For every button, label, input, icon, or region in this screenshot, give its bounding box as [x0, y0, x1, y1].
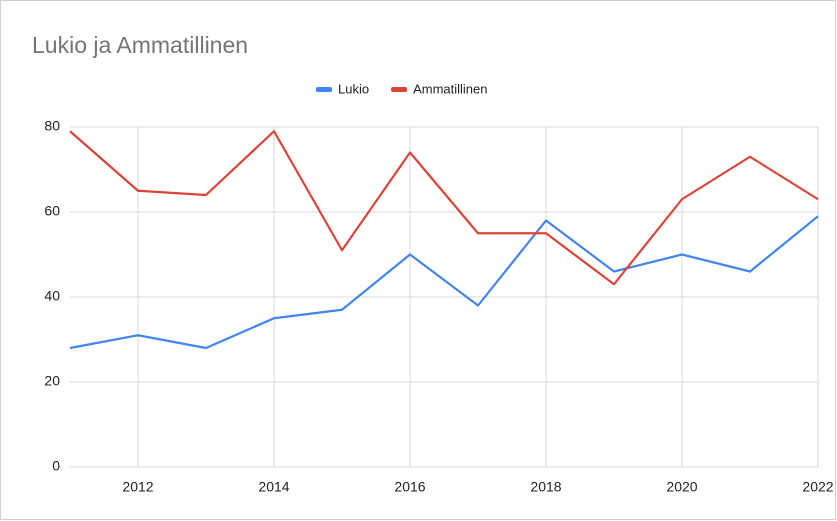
x-tick-label: 2014: [258, 479, 289, 495]
x-tick-label: 2018: [530, 479, 561, 495]
legend-swatch: [316, 87, 332, 92]
line-series: [69, 215, 819, 350]
y-tick-label: 40: [44, 288, 60, 304]
x-tick-label: 2012: [122, 479, 153, 495]
legend-swatch: [391, 87, 408, 92]
line-series: [69, 130, 819, 286]
y-tick-label: 20: [44, 373, 60, 389]
x-tick-label: 2022: [802, 479, 833, 495]
x-tick-label: 2016: [394, 479, 425, 495]
y-tick-label: 0: [52, 458, 60, 474]
legend: Lukio Ammatillinen: [316, 81, 488, 96]
y-tick-label: 60: [44, 203, 60, 219]
chart-title: Lukio ja Ammatillinen: [32, 32, 248, 58]
legend-label: Ammatillinen: [413, 81, 487, 96]
x-tick-label: 2020: [666, 479, 697, 495]
y-tick-label: 80: [44, 118, 60, 134]
legend-label: Lukio: [338, 81, 369, 96]
